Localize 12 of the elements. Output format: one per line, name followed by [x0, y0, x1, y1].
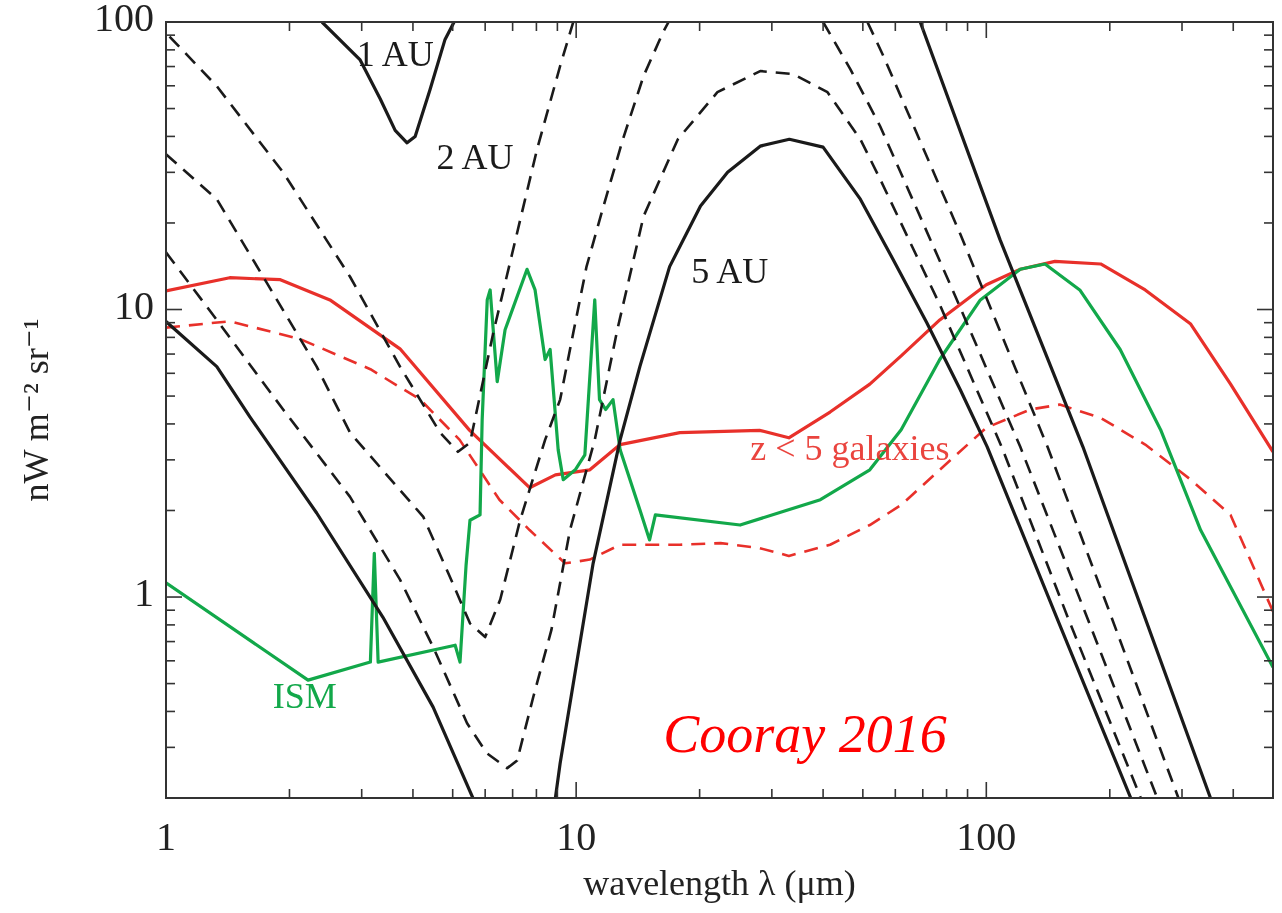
y-tick-label: 10 [114, 282, 154, 328]
x-tick-label: 10 [556, 814, 597, 859]
x-tick-label: 100 [956, 814, 1017, 859]
series-label: 5 AU [691, 251, 769, 292]
y-tick-label: 1 [134, 570, 154, 616]
x-axis-title: wavelength λ (μm) [583, 863, 856, 903]
y-axis-title: nW m⁻² sr⁻¹ [16, 318, 56, 502]
series-label: ISM [272, 675, 337, 716]
series-label: 1 AU [356, 34, 434, 75]
series-label: 2 AU [436, 136, 514, 177]
annotation: Cooray 2016 [663, 704, 947, 765]
y-tick-label: 100 [94, 0, 154, 41]
